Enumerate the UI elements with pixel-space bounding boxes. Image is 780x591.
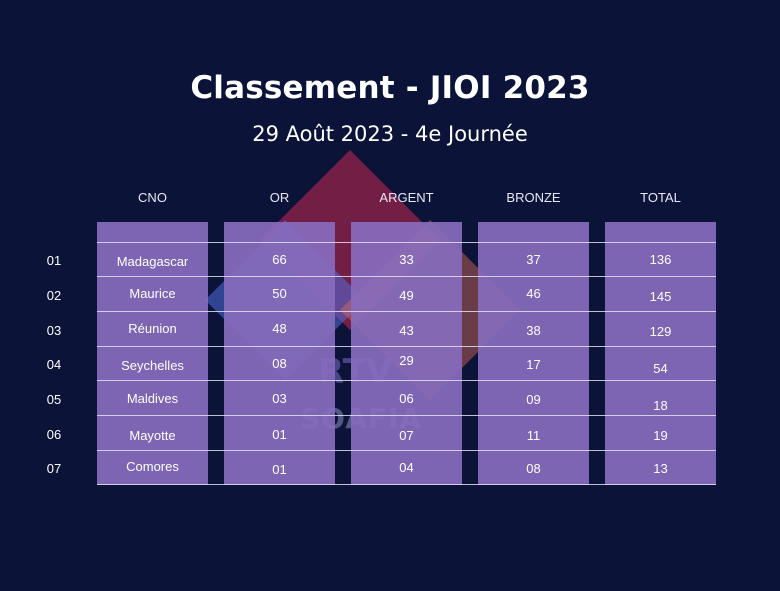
argent-cell: 49	[399, 288, 414, 303]
page-title: Classement - JIOI 2023	[190, 70, 590, 106]
cno-cell: Maldives	[126, 391, 179, 406]
cno-cell: Maurice	[129, 286, 176, 301]
or-cell: 08	[272, 356, 287, 371]
bronze-cell: 08	[526, 461, 541, 476]
column-total	[605, 222, 716, 485]
row-separator	[97, 415, 716, 416]
bronze-cell: 09	[526, 392, 541, 407]
column-or	[224, 222, 335, 485]
total-cell: 54	[653, 361, 668, 376]
column-bronze	[478, 222, 589, 485]
or-cell: 03	[272, 391, 287, 406]
total-cell: 129	[649, 324, 672, 339]
header-total: TOTAL	[640, 190, 681, 205]
header-or: OR	[269, 190, 290, 205]
rank-cell: 07	[46, 461, 62, 476]
argent-cell: 33	[399, 252, 414, 267]
rank-cell: 01	[46, 253, 62, 268]
argent-cell: 06	[399, 391, 414, 406]
cno-cell: Mayotte	[129, 428, 176, 443]
header-argent: ARGENT	[379, 190, 434, 205]
bronze-cell: 11	[526, 428, 541, 443]
rank-cell: 04	[46, 357, 62, 372]
rank-cell: 05	[46, 392, 62, 407]
bronze-cell: 37	[526, 252, 541, 267]
cno-cell: Réunion	[128, 321, 177, 336]
argent-cell: 07	[399, 428, 414, 443]
row-separator	[97, 346, 716, 347]
row-separator	[97, 242, 716, 243]
total-cell: 145	[649, 289, 672, 304]
or-cell: 48	[272, 321, 287, 336]
argent-cell: 04	[399, 460, 414, 475]
column-argent	[351, 222, 462, 485]
argent-cell: 29	[399, 353, 414, 368]
total-cell: 13	[653, 461, 668, 476]
or-cell: 01	[272, 427, 287, 442]
page-subtitle: 29 Août 2023 - 4e Journée	[252, 122, 528, 146]
bronze-cell: 46	[526, 286, 541, 301]
column-cno	[97, 222, 208, 485]
cno-cell: Madagascar	[116, 254, 189, 269]
or-cell: 66	[272, 252, 287, 267]
rank-cell: 06	[46, 427, 62, 442]
total-cell: 19	[653, 428, 668, 443]
row-separator	[97, 484, 716, 485]
or-cell: 50	[272, 286, 287, 301]
rank-cell: 02	[46, 288, 62, 303]
bronze-cell: 38	[526, 323, 541, 338]
total-cell: 18	[653, 398, 668, 413]
header-cno: CNO	[138, 190, 167, 205]
cno-cell: Comores	[126, 459, 179, 474]
row-separator	[97, 276, 716, 277]
row-separator	[97, 450, 716, 451]
bronze-cell: 17	[526, 357, 541, 372]
cno-cell: Seychelles	[121, 358, 184, 373]
header-bronze: BRONZE	[506, 190, 561, 205]
row-separator	[97, 380, 716, 381]
row-separator	[97, 311, 716, 312]
total-cell: 136	[649, 252, 672, 267]
or-cell: 01	[272, 462, 287, 477]
argent-cell: 43	[399, 323, 414, 338]
rank-cell: 03	[46, 323, 62, 338]
